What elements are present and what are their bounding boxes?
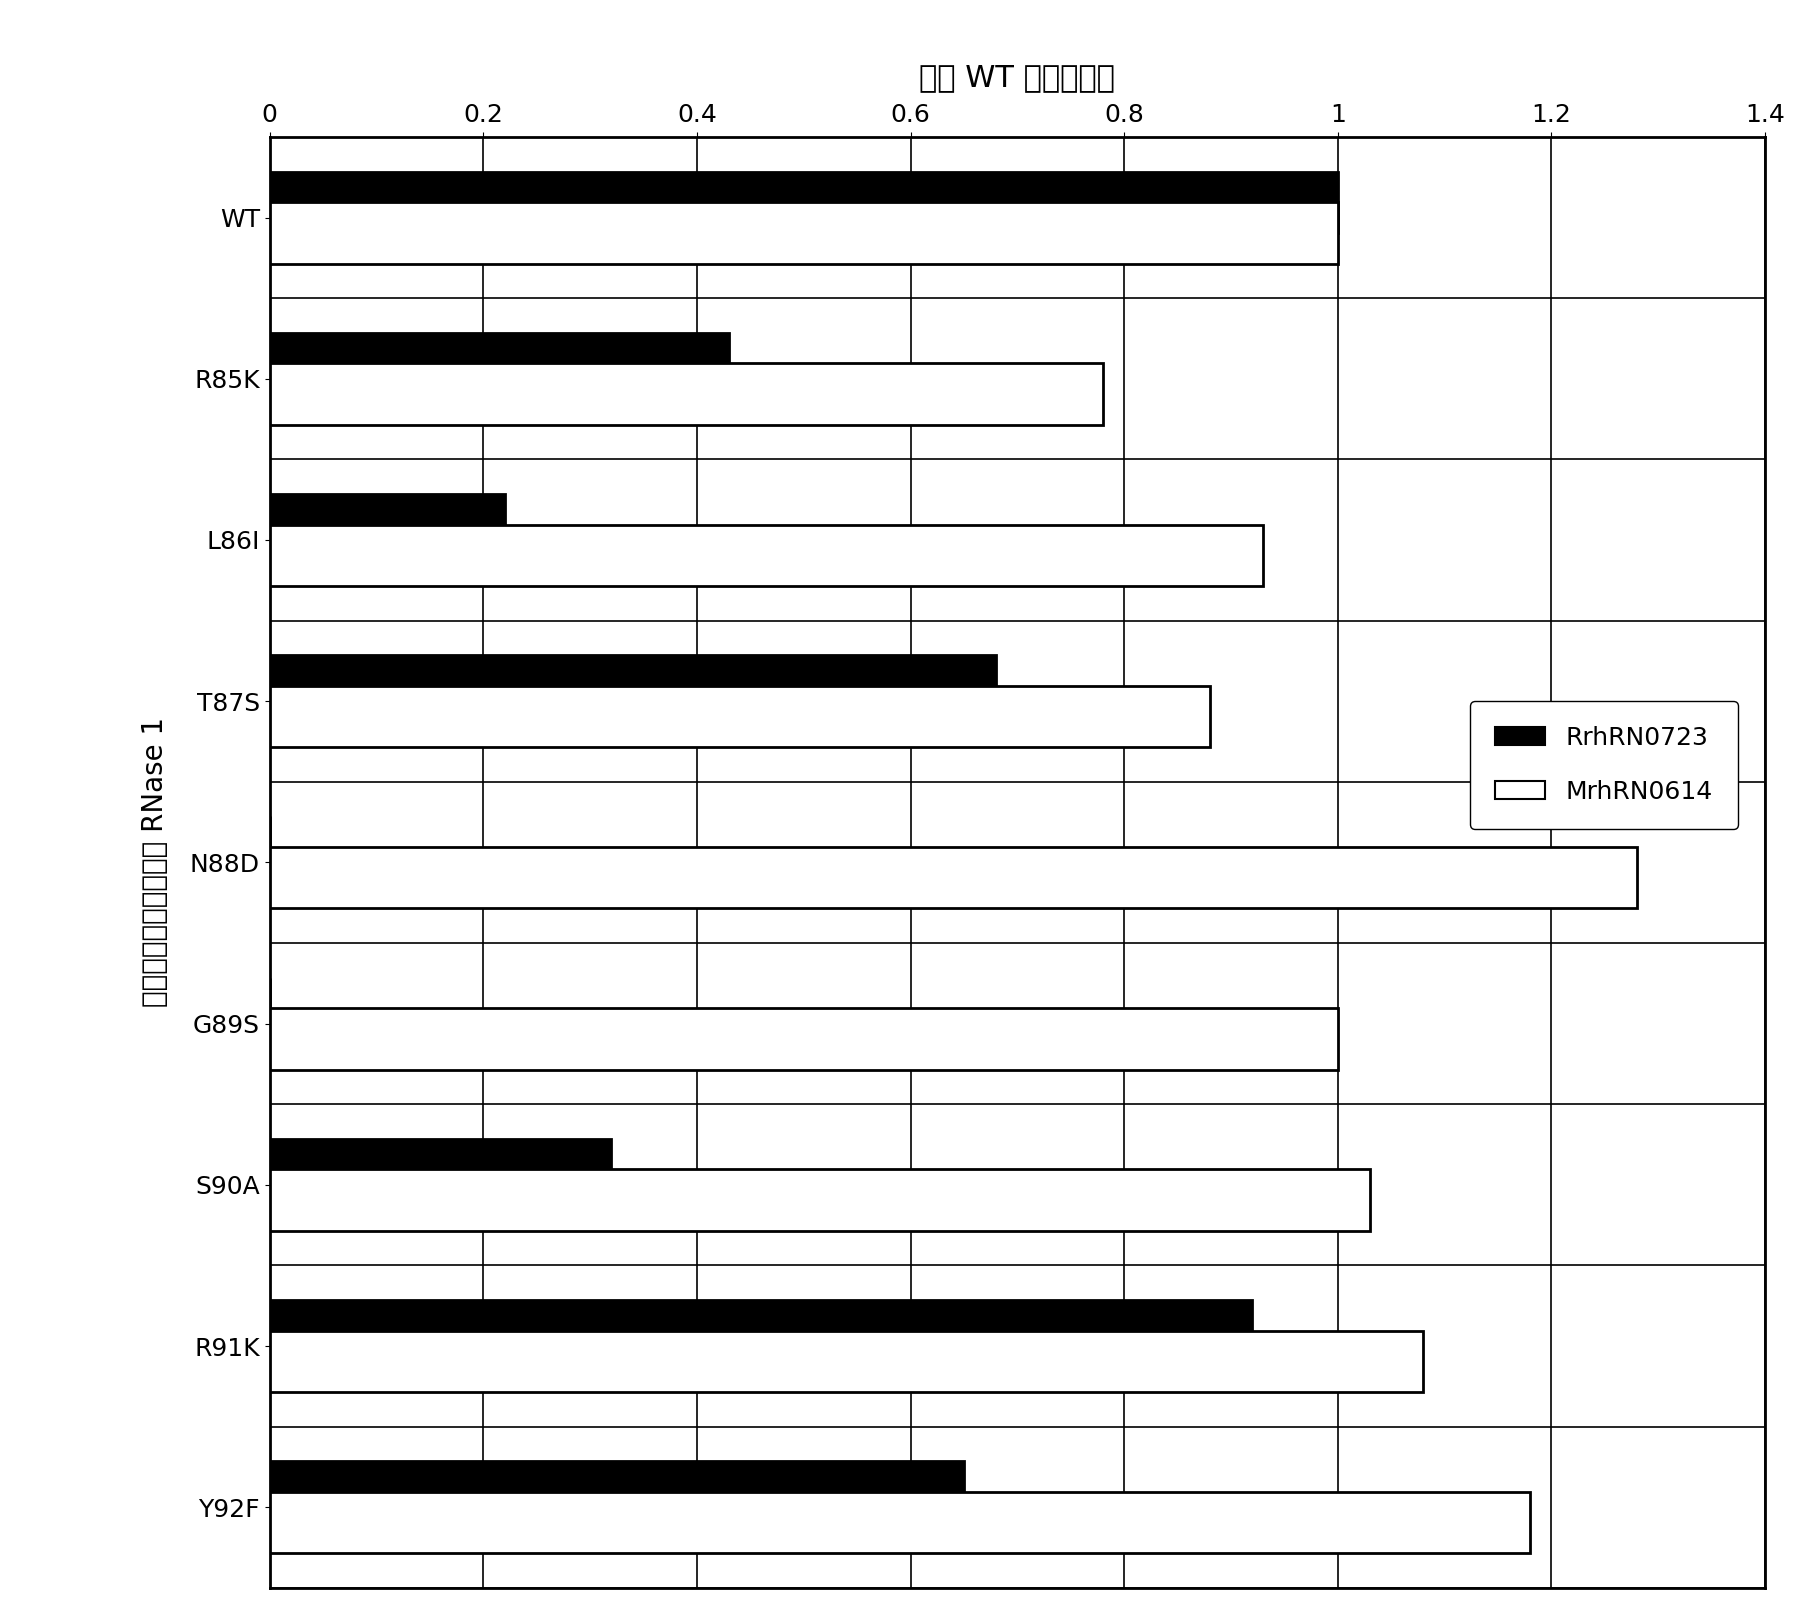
Bar [270, 1138, 612, 1200]
Y-axis label: 导入氨基酸置换突变的 RNase 1: 导入氨基酸置换突变的 RNase 1 [140, 717, 169, 1007]
Bar [270, 656, 995, 717]
Bar [270, 525, 1264, 586]
Bar [270, 172, 1337, 233]
Bar [270, 334, 729, 393]
Bar [270, 1331, 1424, 1392]
Bar [270, 494, 504, 555]
Bar [270, 1300, 1253, 1362]
Bar [270, 1462, 965, 1522]
X-axis label: 对于 WT 的相对活性: 对于 WT 的相对活性 [920, 63, 1116, 92]
Bar [270, 847, 1636, 908]
Bar [270, 363, 1103, 424]
Bar [270, 686, 1210, 746]
Bar [270, 1491, 1530, 1553]
Bar [270, 202, 1337, 264]
Bar [270, 1169, 1370, 1230]
Bar [270, 1009, 1337, 1070]
Legend: RrhRN0723, MrhRN0614: RrhRN0723, MrhRN0614 [1471, 701, 1737, 829]
